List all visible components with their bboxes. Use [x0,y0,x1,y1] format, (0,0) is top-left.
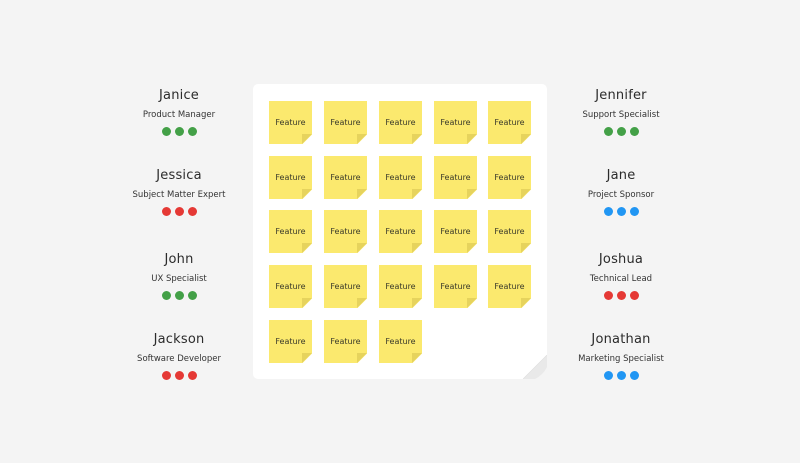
status-dot-icon [187,291,197,300]
status-dot-icon [629,127,639,136]
status-dot-icon [629,207,639,216]
person-card-joshua: Joshua Technical Lead [541,252,701,300]
sticky-note[interactable]: Feature [488,156,531,199]
status-dot-icon [161,371,171,380]
sticky-note[interactable]: Feature [379,320,422,363]
status-dot-icon [161,207,171,216]
status-dot-icon [174,291,184,300]
person-role: Software Developer [137,354,221,364]
person-name: Jane [606,168,636,183]
status-dot-icon [616,207,626,216]
status-dot-icon [616,371,626,380]
sticky-note[interactable]: Feature [324,210,367,253]
person-card-jessica: Jessica Subject Matter Expert [99,168,259,216]
status-dot-icon [174,371,184,380]
sticky-note[interactable]: Feature [269,210,312,253]
person-role: Project Sponsor [587,190,655,200]
status-dots [99,207,259,216]
sticky-note[interactable]: Feature [269,156,312,199]
status-dots [99,371,259,380]
status-dot-icon [603,207,613,216]
status-dot-icon [629,371,639,380]
person-card-janice: Janice Product Manager [99,88,259,136]
person-role: UX Specialist [151,274,207,284]
sticky-note[interactable]: Feature [269,101,312,144]
status-dot-icon [174,207,184,216]
person-role: Support Specialist [582,110,660,120]
sticky-note[interactable]: Feature [379,156,422,199]
status-dot-icon [161,291,171,300]
person-card-jane: Jane Project Sponsor [541,168,701,216]
person-name: Janice [159,88,199,103]
status-dot-icon [187,371,197,380]
status-dot-icon [187,127,197,136]
person-role: Marketing Specialist [578,354,664,364]
status-dots [541,207,701,216]
status-dot-icon [603,127,613,136]
person-card-jonathan: Jonathan Marketing Specialist [541,332,701,380]
status-dot-icon [174,127,184,136]
sticky-note[interactable]: Feature [324,265,367,308]
sticky-note[interactable]: Feature [488,101,531,144]
person-card-john: John UX Specialist [99,252,259,300]
sticky-note[interactable]: Feature [379,101,422,144]
status-dots [541,127,701,136]
status-dot-icon [603,371,613,380]
page-curl-icon [523,355,547,379]
sticky-note[interactable]: Feature [434,265,477,308]
status-dots [99,291,259,300]
person-card-jennifer: Jennifer Support Specialist [541,88,701,136]
sticky-note[interactable]: Feature [488,210,531,253]
status-dot-icon [616,291,626,300]
status-dot-icon [187,207,197,216]
status-dot-icon [161,127,171,136]
person-card-jackson: Jackson Software Developer [99,332,259,380]
person-name: Joshua [598,252,644,267]
status-dot-icon [616,127,626,136]
status-dots [541,371,701,380]
sticky-note[interactable]: Feature [379,210,422,253]
sticky-note[interactable]: Feature [269,265,312,308]
sticky-note[interactable]: Feature [488,265,531,308]
sticky-note[interactable]: Feature [379,265,422,308]
status-dots [99,127,259,136]
feature-board: Feature Feature Feature Feature Feature Featu… [253,84,547,379]
person-role: Product Manager [142,110,216,120]
sticky-note[interactable]: Feature [434,156,477,199]
person-role: Subject Matter Expert [132,190,226,200]
sticky-note[interactable]: Feature [324,156,367,199]
person-name: Jonathan [591,332,651,347]
status-dot-icon [629,291,639,300]
status-dot-icon [603,291,613,300]
person-name: Jessica [156,168,202,183]
sticky-note[interactable]: Feature [324,320,367,363]
sticky-note[interactable]: Feature [434,101,477,144]
sticky-note[interactable]: Feature [324,101,367,144]
sticky-note[interactable]: Feature [269,320,312,363]
sticky-note[interactable]: Feature [434,210,477,253]
person-role: Technical Lead [589,274,653,284]
person-name: Jennifer [595,88,647,103]
person-name: John [164,252,194,267]
status-dots [541,291,701,300]
person-name: Jackson [153,332,205,347]
